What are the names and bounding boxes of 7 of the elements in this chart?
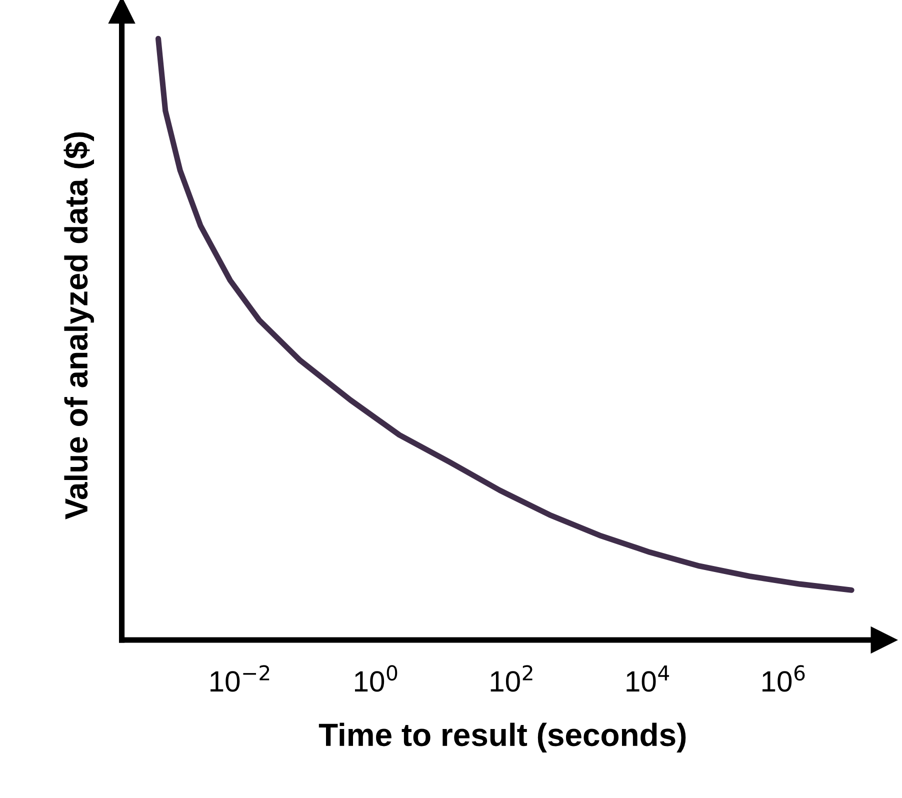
x-axis-title: Time to result (seconds) [318, 722, 686, 753]
x-tick-label: 10$^{0}$ [355, 665, 398, 692]
x-tick-label: 10$^{6}$ [762, 665, 805, 692]
y-axis-title: Value of analyzed data ($) [64, 132, 94, 520]
x-tick-label: 10$^{2}$ [490, 665, 532, 692]
x-tick-label: 10$^{4}$ [626, 665, 670, 692]
x-tick-label: 10$^{−2}$ [210, 665, 270, 692]
